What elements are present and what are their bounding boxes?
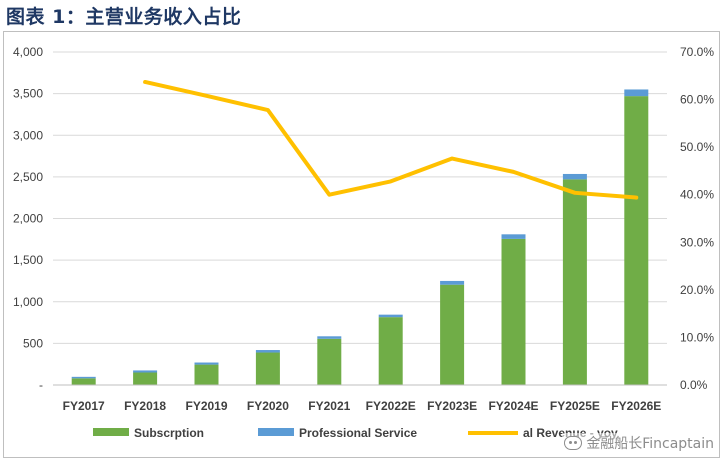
bar-subscription xyxy=(255,352,280,385)
y-left-tick-label: 500 xyxy=(23,336,43,350)
x-tick-label: FY2019 xyxy=(185,399,227,413)
x-tick-label: FY2026E xyxy=(611,399,661,413)
bar-professional-service xyxy=(562,173,587,180)
bar-professional-service xyxy=(255,350,280,353)
y-right-tick-label: 10.0% xyxy=(680,330,714,344)
chart-frame xyxy=(3,31,720,458)
bar-subscription xyxy=(501,238,526,385)
bar-professional-service xyxy=(317,336,342,339)
bar-subscription xyxy=(133,372,158,385)
legend-label-professional-service: Professional Service xyxy=(299,426,417,440)
watermark: 金融船长Fincaptain xyxy=(562,433,716,453)
bar-professional-service xyxy=(440,280,465,285)
bar-subscription xyxy=(194,364,219,385)
axes: 4,000 3,500 3,000 2,500 2,000 1,500 1,000 500 - 7… xyxy=(13,45,714,413)
watermark-text: 金融船长Fincaptain xyxy=(586,436,714,452)
y-right-tick-label: 30.0% xyxy=(680,235,714,249)
bar-professional-service xyxy=(71,376,96,379)
y-left-tick-label: 1,000 xyxy=(13,295,43,309)
bar-subscription xyxy=(440,284,465,385)
y-left-tick-label: 2,000 xyxy=(13,212,43,226)
x-tick-label: FY2022E xyxy=(366,399,416,413)
y-left-tick-label: 3,000 xyxy=(13,128,43,142)
bar-professional-service xyxy=(378,314,403,318)
yoy-series-line xyxy=(143,79,639,200)
x-tick-label: FY2024E xyxy=(488,399,538,413)
legend-swatch-subscription xyxy=(93,428,129,436)
bars xyxy=(71,89,649,385)
bar-professional-service xyxy=(501,234,526,239)
y-right-tick-label: 70.0% xyxy=(680,45,714,59)
yoy-line xyxy=(143,79,639,200)
y-left-tick-label: 1,500 xyxy=(13,253,43,267)
bar-professional-service xyxy=(194,362,219,365)
bar-subscription xyxy=(624,96,649,385)
x-tick-label: FY2025E xyxy=(550,399,600,413)
wechat-icon xyxy=(564,436,583,450)
x-tick-label: FY2018 xyxy=(124,399,166,413)
y-right-tick-label: 0.0% xyxy=(680,378,708,392)
bar-professional-service xyxy=(133,370,158,373)
y-right-tick-label: 60.0% xyxy=(680,93,714,107)
x-tick-label: FY2017 xyxy=(63,399,105,413)
y-right-tick-label: 40.0% xyxy=(680,188,714,202)
x-tick-label: FY2020 xyxy=(247,399,289,413)
x-tick-label: FY2021 xyxy=(308,399,350,413)
legend-label-subscription: Subscrption xyxy=(134,426,204,440)
y-left-tick-label: 4,000 xyxy=(13,45,43,59)
bar-subscription xyxy=(378,317,403,385)
bar-professional-service xyxy=(624,89,649,97)
y-right-tick-label: 50.0% xyxy=(680,140,714,154)
y-left-tick-label: 3,500 xyxy=(13,87,43,101)
legend-swatch-professional-service xyxy=(258,428,294,436)
y-left-tick-label: 2,500 xyxy=(13,170,43,184)
y-left-tick-label: - xyxy=(39,378,43,392)
bar-subscription xyxy=(317,338,342,385)
x-tick-label: FY2023E xyxy=(427,399,477,413)
bar-subscription xyxy=(562,179,587,385)
figure-title: 图表 1：主营业务收入占比 xyxy=(6,6,242,28)
bar-subscription xyxy=(71,378,96,385)
y-right-tick-label: 20.0% xyxy=(680,283,714,297)
